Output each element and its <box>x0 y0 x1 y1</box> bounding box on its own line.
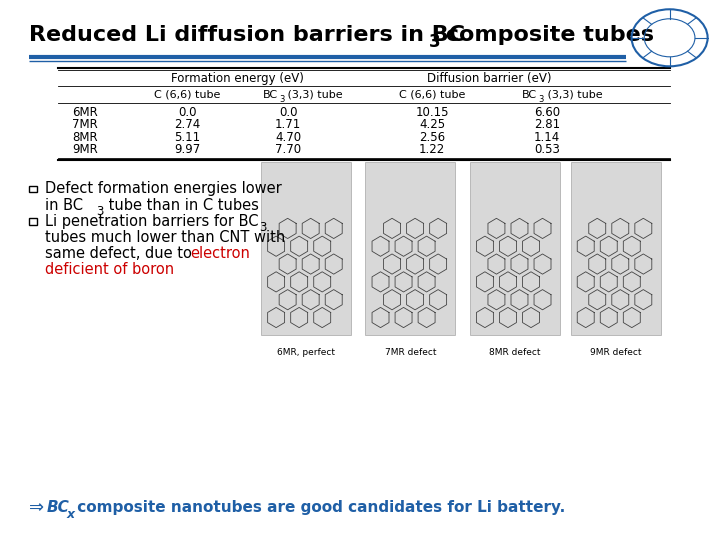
Text: 1.71: 1.71 <box>275 118 301 131</box>
Text: 2.81: 2.81 <box>534 118 560 131</box>
Text: 8MR defect: 8MR defect <box>489 348 541 357</box>
Bar <box>29 186 37 192</box>
Text: C (6,6) tube: C (6,6) tube <box>154 90 220 99</box>
Text: 0.0: 0.0 <box>178 106 197 119</box>
Text: tubes much lower than CNT with: tubes much lower than CNT with <box>45 230 285 245</box>
Text: 6.60: 6.60 <box>534 106 560 119</box>
Text: composite tubes: composite tubes <box>438 25 654 45</box>
Text: 2.56: 2.56 <box>419 131 445 144</box>
Text: 6MR: 6MR <box>72 106 98 119</box>
Text: 3: 3 <box>428 32 440 51</box>
Text: BC: BC <box>262 90 278 99</box>
Text: in BC: in BC <box>45 198 83 213</box>
Text: 5.11: 5.11 <box>174 131 200 144</box>
Text: 7.70: 7.70 <box>275 143 301 156</box>
Text: 9.97: 9.97 <box>174 143 200 156</box>
Text: BC: BC <box>521 90 537 99</box>
Text: 7MR defect: 7MR defect <box>384 348 436 357</box>
Text: Diffusion barrier (eV): Diffusion barrier (eV) <box>428 72 552 85</box>
Text: 7MR: 7MR <box>72 118 98 131</box>
Text: 4.70: 4.70 <box>275 131 301 144</box>
Bar <box>261 162 351 335</box>
Text: 0.0: 0.0 <box>279 106 297 119</box>
Text: 3: 3 <box>259 221 266 234</box>
Text: 10.15: 10.15 <box>415 106 449 119</box>
Bar <box>469 162 560 335</box>
Text: ⇒: ⇒ <box>29 498 44 517</box>
Text: 9MR: 9MR <box>72 143 98 156</box>
Text: 4.25: 4.25 <box>419 118 445 131</box>
Text: BC: BC <box>47 500 70 515</box>
Bar <box>29 218 37 225</box>
Bar <box>571 162 661 335</box>
Text: 1.14: 1.14 <box>534 131 560 144</box>
Text: 2.74: 2.74 <box>174 118 200 131</box>
Text: 9MR defect: 9MR defect <box>590 348 642 357</box>
Text: Reduced Li diffusion barriers in BC: Reduced Li diffusion barriers in BC <box>29 25 465 45</box>
Text: 3: 3 <box>279 96 284 104</box>
Text: same defect, due to: same defect, due to <box>45 246 196 261</box>
Text: Formation energy (eV): Formation energy (eV) <box>171 72 304 85</box>
Text: (3,3) tube: (3,3) tube <box>284 90 343 99</box>
Text: (3,3) tube: (3,3) tube <box>544 90 602 99</box>
Text: deficient of boron: deficient of boron <box>45 262 174 278</box>
Text: composite nanotubes are good candidates for Li battery.: composite nanotubes are good candidates … <box>72 500 565 515</box>
Text: x: x <box>67 508 75 521</box>
Text: electron: electron <box>190 246 250 261</box>
Text: 3: 3 <box>539 96 544 104</box>
Text: 3: 3 <box>96 205 104 218</box>
Text: Li penetration barriers for BC: Li penetration barriers for BC <box>45 214 258 229</box>
Bar <box>365 162 455 335</box>
Text: 0.53: 0.53 <box>534 143 560 156</box>
Text: C (6,6) tube: C (6,6) tube <box>399 90 465 99</box>
Text: tube than in C tubes: tube than in C tubes <box>104 198 258 213</box>
Text: 8MR: 8MR <box>72 131 98 144</box>
Text: 6MR, perfect: 6MR, perfect <box>277 348 335 357</box>
Text: 1.22: 1.22 <box>419 143 445 156</box>
Text: Defect formation energies lower: Defect formation energies lower <box>45 181 282 197</box>
